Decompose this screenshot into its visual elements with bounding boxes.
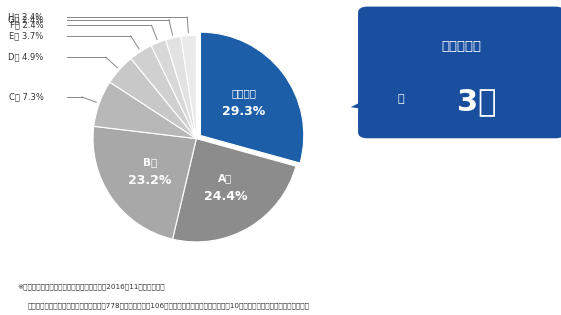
- Wedge shape: [173, 139, 296, 242]
- Wedge shape: [200, 32, 304, 163]
- Text: ブラザーが: ブラザーが: [442, 40, 481, 53]
- Text: ※メディキャスト社、エグゼメディカル社が2016年11月に合同調査: ※メディキャスト社、エグゼメディカル社が2016年11月に合同調査: [17, 284, 164, 290]
- Text: 3割: 3割: [457, 87, 496, 116]
- Text: G社 2.4%: G社 2.4%: [8, 15, 43, 24]
- Text: D社 4.9%: D社 4.9%: [8, 53, 43, 62]
- Text: 29.3%: 29.3%: [222, 105, 266, 118]
- Text: E社 3.7%: E社 3.7%: [9, 32, 43, 40]
- Text: 約: 約: [398, 94, 404, 104]
- Wedge shape: [165, 37, 196, 139]
- FancyBboxPatch shape: [358, 7, 561, 138]
- Wedge shape: [151, 40, 196, 139]
- Text: 調査方法：電話アンケート、対象数：778件（有効回答数106件）　調査対象：主要都市で開業10年以内の無床診療所（全診療科目）: 調査方法：電話アンケート、対象数：778件（有効回答数106件） 調査対象：主要…: [28, 302, 310, 309]
- Text: F社 2.4%: F社 2.4%: [10, 21, 43, 30]
- Wedge shape: [94, 82, 196, 139]
- Wedge shape: [131, 46, 196, 139]
- Wedge shape: [93, 126, 196, 239]
- Text: H社 2.4%: H社 2.4%: [8, 13, 43, 21]
- Text: ブラザー: ブラザー: [232, 88, 256, 98]
- Text: A社: A社: [218, 173, 232, 183]
- Wedge shape: [110, 59, 196, 139]
- Text: B社: B社: [142, 157, 157, 167]
- Text: C社 7.3%: C社 7.3%: [8, 92, 43, 101]
- Wedge shape: [181, 35, 196, 139]
- Text: 24.4%: 24.4%: [204, 190, 247, 203]
- Text: 23.2%: 23.2%: [128, 174, 172, 187]
